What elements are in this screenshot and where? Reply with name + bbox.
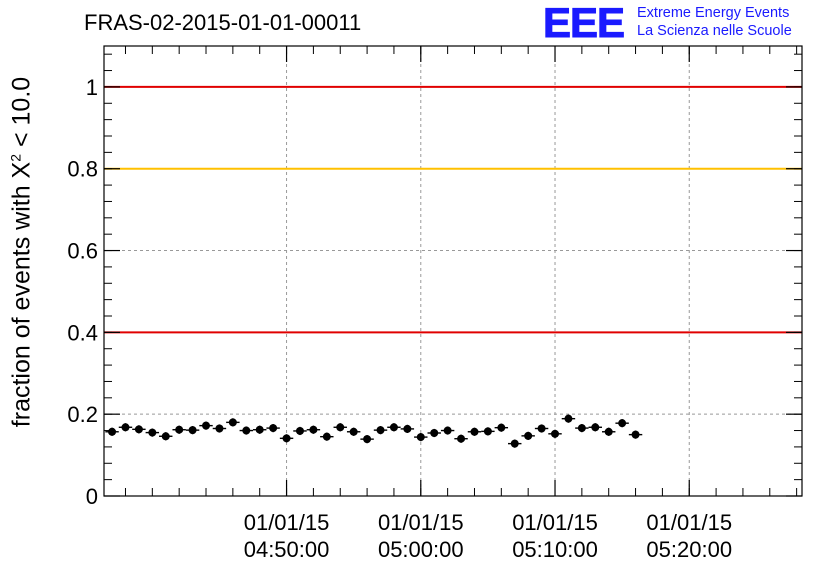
x-tick-label-time: 04:50:00 <box>244 537 330 562</box>
data-point <box>242 426 251 435</box>
data-point <box>228 418 237 427</box>
data-point <box>524 431 533 440</box>
data-point <box>255 425 264 434</box>
data-point <box>497 423 506 432</box>
data-point <box>215 424 224 433</box>
data-point <box>483 427 492 436</box>
y-tick-label: 0.4 <box>67 320 98 345</box>
data-point <box>269 424 278 433</box>
x-tick-label-date: 01/01/15 <box>244 510 330 535</box>
x-tick-label-date: 01/01/15 <box>378 510 464 535</box>
data-point <box>457 434 466 443</box>
x-tick-label-time: 05:00:00 <box>378 537 464 562</box>
data-point <box>416 433 425 442</box>
y-tick-label: 0.6 <box>67 239 98 264</box>
data-point <box>577 424 586 433</box>
data-point <box>148 428 157 437</box>
data-point <box>510 439 519 448</box>
x-tick-label-time: 05:10:00 <box>512 537 598 562</box>
data-point <box>443 426 452 435</box>
logo-line-2: La Scienza nelle Scuole <box>637 23 792 39</box>
data-point <box>202 421 211 430</box>
data-point <box>604 427 613 436</box>
y-tick-label: 0.2 <box>67 402 98 427</box>
eee-logo: EEE <box>542 0 625 46</box>
data-point <box>349 427 358 436</box>
data-point <box>591 423 600 432</box>
data-point <box>470 427 479 436</box>
data-point <box>551 429 560 438</box>
y-tick-label: 1 <box>86 75 98 100</box>
x-tick-label-time: 05:20:00 <box>646 537 732 562</box>
data-point <box>336 423 345 432</box>
data-point <box>108 427 117 436</box>
x-tick-label-date: 01/01/15 <box>512 510 598 535</box>
data-point <box>134 425 143 434</box>
logo-caption: Extreme Energy Events La Scienza nelle S… <box>637 4 792 40</box>
data-point <box>376 426 385 435</box>
data-point <box>403 424 412 433</box>
data-point <box>618 419 627 428</box>
data-point <box>537 424 546 433</box>
plot-frame <box>103 45 803 497</box>
data-point <box>309 425 318 434</box>
data-point <box>121 423 130 432</box>
data-point <box>430 429 439 437</box>
data-point <box>295 426 304 435</box>
data-point <box>564 414 573 423</box>
data-point <box>188 426 197 435</box>
y-tick-label: 0 <box>86 484 98 509</box>
y-tick-label: 0.8 <box>67 157 98 182</box>
logo-line-1: Extreme Energy Events <box>637 5 790 21</box>
data-point <box>389 423 398 432</box>
data-point <box>363 435 372 444</box>
x-tick-label-date: 01/01/15 <box>646 510 732 535</box>
data-point <box>322 432 331 441</box>
data-point <box>175 425 184 434</box>
data-point <box>161 432 170 441</box>
data-point <box>631 430 640 439</box>
chart-title: FRAS-02-2015-01-01-00011 <box>84 10 362 35</box>
data-point <box>282 434 291 443</box>
